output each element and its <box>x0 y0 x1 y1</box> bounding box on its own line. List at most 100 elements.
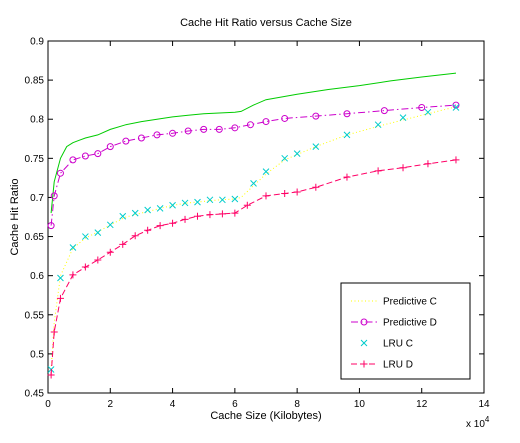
series-unlabeled-0 <box>50 72 457 214</box>
legend-label: LRU C <box>383 339 413 350</box>
data-point <box>312 143 320 150</box>
series-line <box>50 104 457 226</box>
y-tick-label: 0.9 <box>30 37 44 48</box>
y-tick-label: 0.85 <box>25 76 45 87</box>
y-axis-title: Cache Hit Ratio <box>9 178 21 255</box>
data-point <box>119 212 127 220</box>
data-point <box>137 134 145 142</box>
data-point <box>57 274 64 282</box>
legend-label: Predictive C <box>383 297 437 308</box>
series-line <box>50 72 457 214</box>
x-tick-label: 14 <box>478 399 490 410</box>
data-point <box>281 114 289 122</box>
data-point <box>231 124 239 132</box>
data-point <box>144 226 152 234</box>
data-point <box>50 192 58 200</box>
x-multiplier-exponent: 4 <box>485 415 490 424</box>
data-point <box>343 131 351 139</box>
data-point <box>169 129 177 137</box>
data-point <box>169 201 176 209</box>
data-point <box>312 112 320 120</box>
data-point <box>169 219 177 227</box>
legend-swatch-marker <box>360 318 368 326</box>
data-point <box>243 201 251 209</box>
legend: Predictive C Predictive D LRU C LRU D <box>340 282 471 380</box>
x-tick-label: 12 <box>416 399 428 410</box>
data-point <box>131 232 139 240</box>
data-point <box>194 198 201 206</box>
legend-swatch-marker <box>360 339 368 347</box>
data-point <box>312 183 320 191</box>
data-point <box>374 167 382 175</box>
data-point <box>69 271 77 279</box>
series-line <box>50 159 457 376</box>
data-point <box>106 143 114 151</box>
legend-swatch-marker <box>360 360 368 368</box>
data-point <box>156 222 164 230</box>
x-tick-label: 6 <box>232 399 238 410</box>
data-point <box>374 121 382 129</box>
data-point <box>231 195 239 203</box>
data-point <box>206 211 214 219</box>
legend-entry: Predictive D <box>351 318 437 329</box>
data-point <box>250 180 257 187</box>
x-tick-label: 2 <box>108 399 114 410</box>
data-point <box>215 125 223 133</box>
data-point <box>156 205 164 212</box>
data-point <box>399 114 407 122</box>
data-point <box>399 164 407 172</box>
data-point <box>94 150 102 158</box>
y-tick-label: 0.55 <box>25 310 45 321</box>
data-point <box>82 233 89 240</box>
x-multiplier-base: x 10 <box>466 419 485 430</box>
data-point <box>281 154 289 162</box>
data-point <box>153 131 161 139</box>
data-point <box>122 137 130 145</box>
data-point <box>181 199 189 207</box>
y-tick-label: 0.45 <box>25 389 45 400</box>
legend-entry: LRU C <box>360 339 413 350</box>
data-point <box>219 196 226 204</box>
series-layer <box>47 72 460 379</box>
data-point <box>131 209 139 217</box>
data-point <box>218 210 226 218</box>
data-point <box>246 121 254 129</box>
x-axis: 0 2 4 6 8 10 12 14 <box>45 41 490 410</box>
data-point <box>452 156 460 164</box>
data-point <box>47 371 55 379</box>
data-point <box>193 212 201 220</box>
y-tick-label: 0.65 <box>25 232 45 243</box>
data-point <box>293 188 301 196</box>
data-point <box>418 103 426 111</box>
data-point <box>293 150 301 157</box>
data-point <box>119 240 127 248</box>
data-point <box>81 152 89 160</box>
y-axis: 0.45 0.5 0.55 0.6 0.65 0.7 0.75 0.8 0.85 0.9 <box>25 37 484 400</box>
x-tick-label: 10 <box>354 399 366 410</box>
data-point <box>106 248 114 256</box>
data-point <box>343 110 351 118</box>
x-multiplier-label: x 104 <box>466 415 490 430</box>
data-point <box>424 108 432 116</box>
x-tick-label: 0 <box>45 399 51 410</box>
data-point <box>380 107 388 115</box>
series-lru-d <box>47 156 460 379</box>
legend-label: LRU D <box>383 360 413 371</box>
data-point <box>69 244 77 251</box>
data-point <box>231 209 239 217</box>
data-point <box>343 173 351 181</box>
y-tick-label: 0.8 <box>30 115 44 126</box>
data-point <box>281 190 289 198</box>
legend-box <box>340 282 471 380</box>
data-point <box>47 222 55 230</box>
data-point <box>452 104 460 111</box>
data-point <box>184 127 192 135</box>
y-tick-label: 0.75 <box>25 154 45 165</box>
series-lru-c <box>47 104 460 373</box>
data-point <box>181 215 189 223</box>
data-point <box>106 221 114 229</box>
data-point <box>144 206 152 214</box>
data-point <box>262 192 270 200</box>
series-predictive-d <box>47 101 460 230</box>
